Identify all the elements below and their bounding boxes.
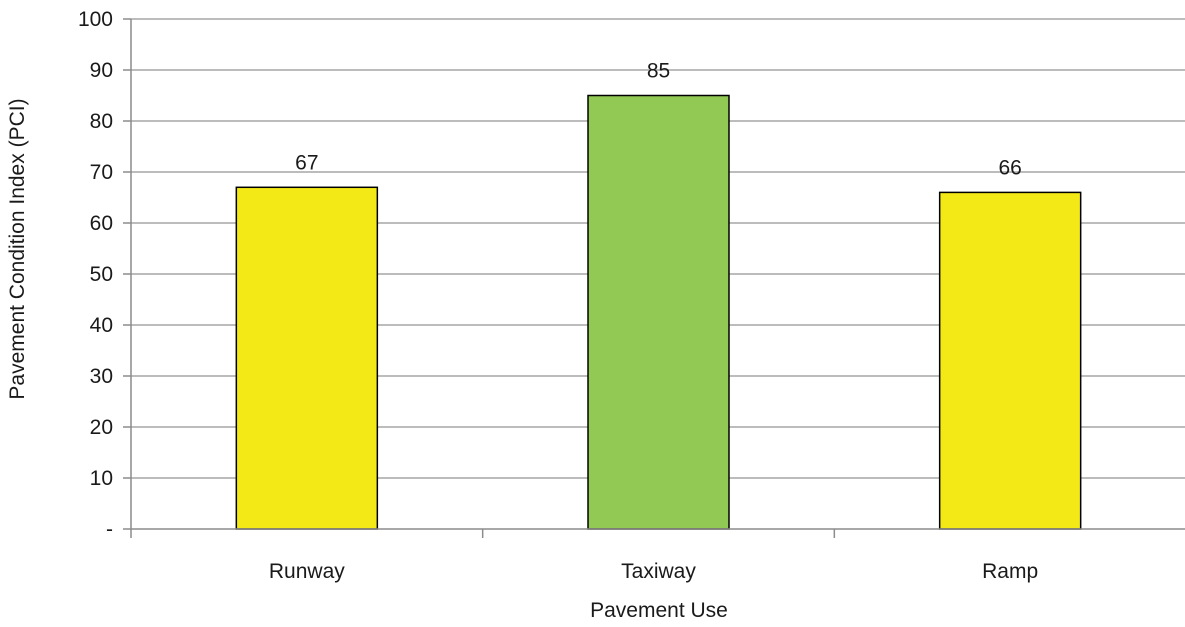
y-tick-label: 70 <box>90 161 113 184</box>
y-tick-label: - <box>106 518 113 541</box>
data-label-taxiway: 85 <box>647 60 670 83</box>
y-tick-label: 50 <box>90 263 113 286</box>
x-tick-label-runway: Runway <box>269 560 345 583</box>
y-tick-label: 10 <box>90 467 113 490</box>
x-tick-label-taxiway: Taxiway <box>621 560 696 583</box>
x-axis-title: Pavement Use <box>590 599 728 622</box>
bar-taxiway <box>587 94 730 530</box>
y-tick-label: 40 <box>90 314 113 337</box>
axes <box>123 18 1185 538</box>
data-label-ramp: 66 <box>998 156 1021 179</box>
y-tick-label: 20 <box>90 416 113 439</box>
y-tick-label: 60 <box>90 212 113 235</box>
y-axis-title: Pavement Condition Index (PCI) <box>6 98 29 399</box>
y-tick-label: 30 <box>90 365 113 388</box>
y-tick-label: 100 <box>78 8 113 31</box>
labels: - 10 20 30 40 50 60 70 80 90 100 67 Runway 85 Taxiway 6… <box>78 8 1038 583</box>
data-label-runway: 67 <box>295 151 318 174</box>
y-tick-label: 80 <box>90 110 113 133</box>
bar-runway <box>235 186 379 530</box>
y-tick-label: 90 <box>90 59 113 82</box>
x-tick-label-ramp: Ramp <box>982 560 1038 583</box>
bars <box>235 94 1082 530</box>
bar-ramp <box>938 191 1082 530</box>
